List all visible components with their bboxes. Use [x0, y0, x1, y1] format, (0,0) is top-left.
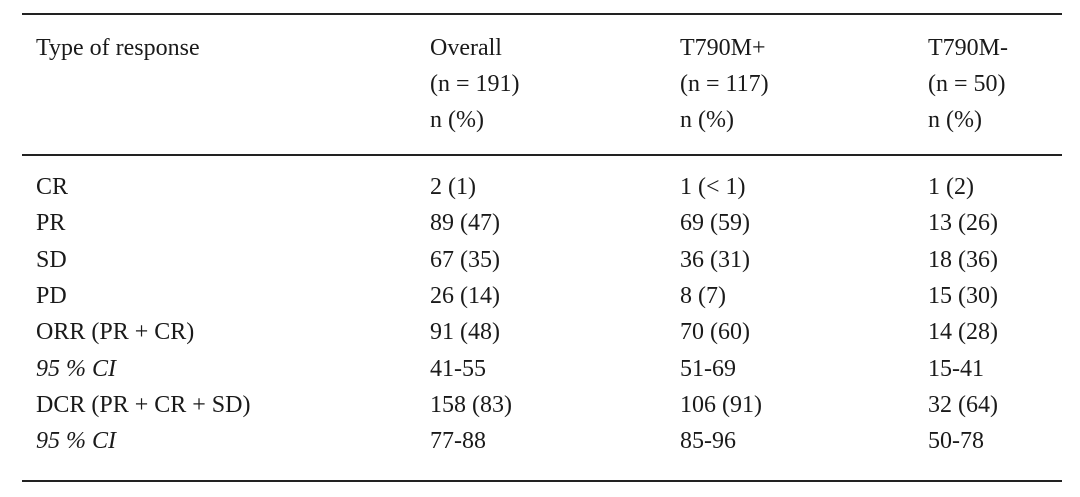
table-cell: 91 (48)	[430, 319, 500, 346]
header-cell: n (%)	[680, 107, 734, 133]
top-rule	[22, 13, 1062, 15]
table-cell: 77-88	[430, 428, 486, 455]
header-cell: (n = 50)	[928, 71, 1006, 97]
table-cell: 41-55	[430, 355, 486, 382]
table-cell: 67 (35)	[430, 246, 500, 273]
table-cell: 36 (31)	[680, 246, 750, 273]
row-label: CR	[36, 174, 69, 200]
table-cell: 89 (47)	[430, 210, 500, 237]
row-label: PR	[36, 210, 66, 237]
table-cell: 14 (28)	[928, 319, 998, 346]
table-cell: 70 (60)	[680, 319, 750, 346]
table-cell: 2 (1)	[430, 174, 476, 200]
row-label: PD	[36, 282, 67, 309]
row-label: DCR (PR + CR + SD)	[36, 391, 251, 418]
header-cell: T790M+	[680, 35, 766, 61]
table-cell: 26 (14)	[430, 282, 500, 309]
row-label: SD	[36, 246, 67, 273]
row-label: 95 % CI	[36, 355, 116, 382]
table-cell: 69 (59)	[680, 210, 750, 237]
header-cell: n (%)	[430, 107, 484, 133]
header-cell: Type of response	[36, 35, 200, 61]
header-cell: n (%)	[928, 107, 982, 133]
table-cell: 106 (91)	[680, 391, 762, 418]
header-cell: (n = 117)	[680, 71, 769, 97]
header-cell: T790M-	[928, 35, 1008, 61]
table-cell: 158 (83)	[430, 391, 512, 418]
row-label: 95 % CI	[36, 428, 116, 455]
table-cell: 32 (64)	[928, 391, 998, 418]
table-cell: 85-96	[680, 428, 736, 455]
header-cell: Overall	[430, 35, 502, 61]
header-cell: (n = 191)	[430, 71, 520, 97]
row-label: ORR (PR + CR)	[36, 319, 195, 346]
table-cell: 1 (< 1)	[680, 174, 746, 200]
table-cell: 15 (30)	[928, 282, 998, 309]
table-cell: 8 (7)	[680, 282, 726, 309]
table-cell: 15-41	[928, 355, 984, 382]
table-cell: 50-78	[928, 428, 984, 455]
table-cell: 13 (26)	[928, 210, 998, 237]
table-cell: 18 (36)	[928, 246, 998, 273]
header-rule	[22, 154, 1062, 156]
bottom-rule	[22, 480, 1062, 482]
table-cell: 1 (2)	[928, 174, 974, 200]
table-cell: 51-69	[680, 355, 736, 382]
